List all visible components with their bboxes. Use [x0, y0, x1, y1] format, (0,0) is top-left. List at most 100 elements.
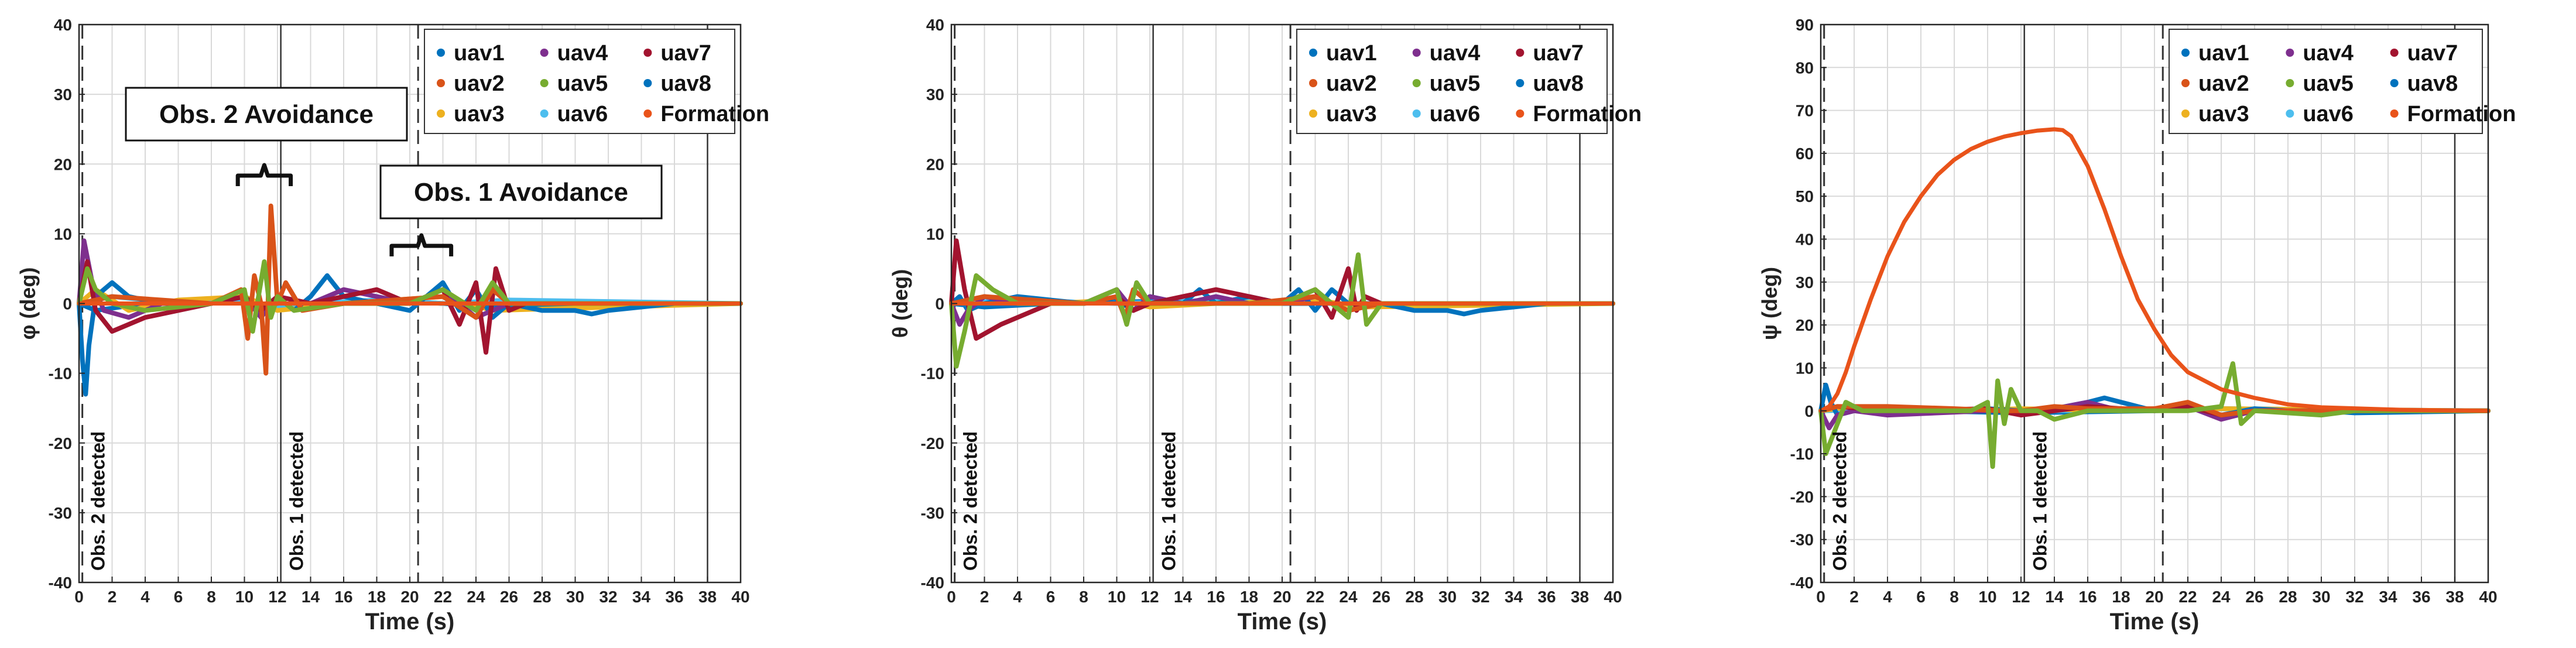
- x-tick-label: 8: [1079, 588, 1088, 606]
- series-line-uav1: [77, 273, 743, 397]
- legend-marker-uav3: [1309, 109, 1317, 118]
- legend-marker-uav8: [1516, 79, 1525, 87]
- callout-2: Obs. 1 Avoidance: [379, 164, 663, 256]
- y-tick-label: 20: [1796, 316, 1814, 334]
- y-tick-label: 10: [926, 225, 944, 243]
- x-axis-label: Time (s): [365, 609, 455, 635]
- x-tick-label: 2: [980, 588, 989, 606]
- legend-box: [1296, 29, 1608, 134]
- legend-label-uav1: uav1: [454, 41, 505, 66]
- y-axis-label: θ (deg): [888, 269, 912, 338]
- x-tick-label: 28: [2279, 588, 2297, 606]
- x-tick-label: 28: [533, 588, 551, 606]
- legend-box: [424, 29, 735, 134]
- y-axis-label: φ (deg): [16, 268, 40, 340]
- y-axis-label: ψ (deg): [1758, 267, 1782, 340]
- x-tick-label: 20: [400, 588, 419, 606]
- x-axis-label: Time (s): [1238, 609, 1327, 635]
- x-tick-label: 20: [1273, 588, 1291, 606]
- callout-1: Obs. 2 Avoidance: [125, 87, 408, 186]
- chart-panel-2: 0 2 4 6 8 10 12 14 16 18 20 22 24 26 28 30 32 34 36 38 40-40…: [888, 16, 1642, 635]
- legend-marker-uav7: [1516, 49, 1525, 57]
- legend-label-uav6: uav6: [1430, 102, 1481, 126]
- x-tick-label: 36: [665, 588, 683, 606]
- legend-label-uav8: uav8: [1533, 71, 1584, 96]
- legend-marker-uav2: [437, 79, 445, 87]
- x-tick-label: 30: [566, 588, 584, 606]
- event-label: Obs. 2 detected: [1830, 431, 1851, 571]
- y-tick-label: 60: [1796, 145, 1814, 163]
- x-tick-label: 14: [1174, 588, 1193, 606]
- x-tick-label: 14: [302, 588, 320, 606]
- legend-label-uav8: uav8: [660, 71, 711, 96]
- legend-label-uav3: uav3: [2198, 102, 2249, 126]
- x-tick-label: 16: [334, 588, 352, 606]
- legend-label-uav2: uav2: [1326, 71, 1377, 96]
- legend-label-uav7: uav7: [1533, 41, 1584, 66]
- x-tick-label: 6: [174, 588, 183, 606]
- event-label: Obs. 1 detected: [286, 431, 307, 571]
- legend-label-uav7: uav7: [660, 41, 711, 66]
- x-tick-label: 18: [1240, 588, 1258, 606]
- legend-marker-Formation: [1516, 109, 1525, 118]
- x-tick-label: 10: [235, 588, 254, 606]
- callout-text: Obs. 1 Avoidance: [414, 178, 628, 207]
- x-tick-label: 32: [599, 588, 617, 606]
- chart-panel-3: 0 2 4 6 8 10 12 14 16 18 20 22 24 26 28 30 32 34 36 38 40-40…: [1758, 16, 2516, 635]
- x-tick-label: 16: [1207, 588, 1225, 606]
- y-tick-label: 30: [54, 85, 72, 104]
- legend: uav1 uav4 uav7 uav2 uav5 uav8 uav3 uav6 Formatio…: [424, 29, 769, 134]
- y-tick-label: -40: [921, 574, 944, 592]
- x-tick-label: 40: [1604, 588, 1622, 606]
- callout-box: [125, 87, 408, 142]
- y-tick-label: 80: [1796, 59, 1814, 77]
- legend-box: [2169, 29, 2483, 134]
- event-label: Obs. 2 detected: [88, 431, 109, 571]
- legend-marker-uav5: [2286, 79, 2294, 87]
- x-tick-label: 10: [1978, 588, 1996, 606]
- x-tick-label: 4: [141, 588, 150, 606]
- x-tick-label: 6: [1916, 588, 1926, 606]
- y-tick-label: 10: [54, 225, 72, 243]
- callout-bracket: [389, 233, 454, 256]
- legend-label-uav2: uav2: [454, 71, 505, 96]
- y-tick-label: 70: [1796, 102, 1814, 120]
- legend-marker-uav4: [2286, 49, 2294, 57]
- legend-marker-Formation: [643, 109, 652, 118]
- legend-label-uav4: uav4: [557, 41, 608, 66]
- x-tick-label: 40: [731, 588, 749, 606]
- x-tick-label: 38: [1571, 588, 1589, 606]
- x-tick-label: 38: [2445, 588, 2464, 606]
- y-tick-label: 40: [54, 16, 72, 34]
- y-tick-label: -40: [49, 574, 72, 592]
- legend: uav1 uav4 uav7 uav2 uav5 uav8 uav3 uav6 Formatio…: [2169, 29, 2516, 134]
- x-tick-label: 34: [1505, 588, 1523, 606]
- y-tick-label: 30: [926, 85, 944, 104]
- legend-label-uav3: uav3: [1326, 102, 1377, 126]
- event-label: Obs. 1 detected: [1159, 431, 1180, 571]
- legend-label-uav5: uav5: [557, 71, 608, 96]
- x-tick-label: 24: [2212, 588, 2231, 606]
- legend-marker-uav1: [1309, 49, 1317, 57]
- legend-label-uav7: uav7: [2407, 41, 2458, 66]
- legend-marker-uav4: [540, 49, 549, 57]
- legend-marker-uav8: [643, 79, 652, 87]
- callout-text: Obs. 2 Avoidance: [159, 100, 374, 129]
- event-label: Obs. 1 detected: [2030, 431, 2051, 571]
- x-tick-label: 6: [1046, 588, 1056, 606]
- legend-marker-uav3: [2181, 109, 2190, 118]
- x-tick-label: 26: [1372, 588, 1390, 606]
- x-tick-label: 26: [2245, 588, 2263, 606]
- x-tick-label: 4: [1013, 588, 1022, 606]
- x-tick-label: 12: [268, 588, 286, 606]
- y-tick-label: 0: [935, 295, 944, 313]
- legend: uav1 uav4 uav7 uav2 uav5 uav8 uav3 uav6 Formatio…: [1296, 29, 1642, 134]
- legend-marker-uav1: [2181, 49, 2190, 57]
- series-line-uav5: [949, 252, 1615, 369]
- series-group: [1818, 127, 2491, 469]
- legend-label-Formation: Formation: [660, 102, 769, 126]
- y-tick-label: 40: [1796, 231, 1814, 249]
- x-tick-label: 34: [632, 588, 651, 606]
- x-tick-label: 22: [1306, 588, 1324, 606]
- x-tick-label: 2: [1849, 588, 1859, 606]
